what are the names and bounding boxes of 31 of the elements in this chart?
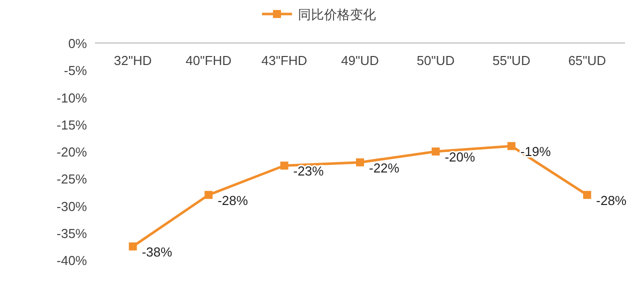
point (432, 148, 440, 156)
point (204, 190, 213, 199)
x-tick-label: 65"UD (568, 53, 606, 68)
data-label: -28% (218, 192, 248, 208)
point (280, 162, 288, 170)
x-tick-label: 32"HD (114, 53, 152, 68)
data-label: -19% (520, 144, 552, 160)
data-label: -23% (293, 164, 324, 179)
data-label: -28% (596, 192, 627, 208)
x-tick-label: 43"FHD (261, 53, 308, 68)
x-tick-label: 50"UD (416, 53, 455, 68)
y-tick-label: -15% (56, 117, 88, 132)
x-tick-label: 55"UD (492, 53, 530, 68)
legend-label: 同比价格变化 (298, 7, 376, 22)
data-label: -20% (444, 150, 476, 164)
point (128, 242, 137, 250)
y-tick-label: 0% (68, 36, 88, 51)
y-tick-label: -10% (56, 90, 88, 106)
data-label: -38% (142, 244, 173, 260)
x-tick-label: 40"FHD (186, 53, 232, 68)
point (356, 158, 364, 166)
y-tick-label: -20% (56, 144, 88, 160)
y-tick-label: -40% (56, 253, 88, 268)
x-tick-label: 49"UD (341, 53, 379, 68)
y-tick-label: -30% (56, 198, 88, 214)
data-label: -22% (369, 160, 400, 176)
point (507, 142, 516, 150)
y-tick-label: -25% (56, 172, 88, 187)
y-tick-label: -35% (56, 226, 88, 241)
y-tick-label: -5% (64, 63, 88, 78)
point (583, 190, 592, 199)
